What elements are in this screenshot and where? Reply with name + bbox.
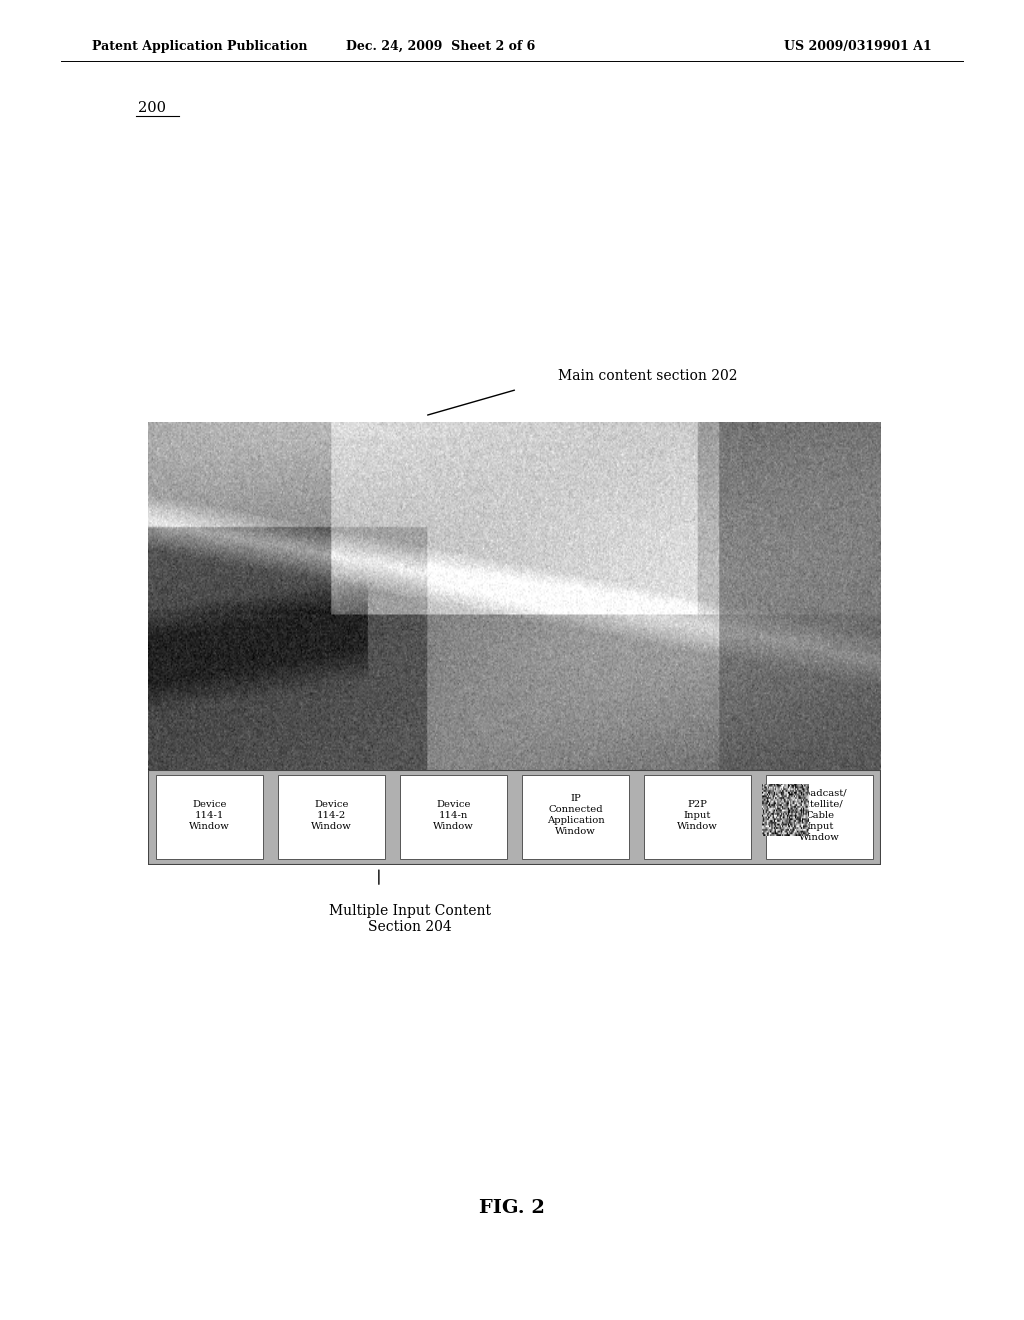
Text: P2P
Input
Window: P2P Input Window bbox=[677, 800, 718, 830]
Text: IP
Connected
Application
Window: IP Connected Application Window bbox=[547, 795, 604, 837]
Text: FIG. 2: FIG. 2 bbox=[479, 1199, 545, 1217]
Text: Device
114-1
Window: Device 114-1 Window bbox=[189, 800, 229, 830]
Bar bbox=[644, 775, 752, 859]
Text: Main content section 202: Main content section 202 bbox=[558, 370, 737, 383]
Bar bbox=[399, 775, 507, 859]
Text: Device
114-2
Window: Device 114-2 Window bbox=[311, 800, 352, 830]
Bar bbox=[278, 775, 385, 859]
Text: Patent Application Publication: Patent Application Publication bbox=[92, 40, 307, 53]
Text: 200: 200 bbox=[138, 102, 166, 115]
Bar bbox=[766, 775, 873, 859]
Text: Multiple Input Content
Section 204: Multiple Input Content Section 204 bbox=[329, 904, 490, 935]
Text: Dec. 24, 2009  Sheet 2 of 6: Dec. 24, 2009 Sheet 2 of 6 bbox=[346, 40, 535, 53]
Bar bbox=[156, 775, 263, 859]
Text: US 2009/0319901 A1: US 2009/0319901 A1 bbox=[784, 40, 932, 53]
Text: Broadcast/
Satellite/
Cable
Input
Window: Broadcast/ Satellite/ Cable Input Window bbox=[793, 788, 847, 842]
Text: Device
114-n
Window: Device 114-n Window bbox=[433, 800, 474, 830]
Bar bbox=[522, 775, 630, 859]
